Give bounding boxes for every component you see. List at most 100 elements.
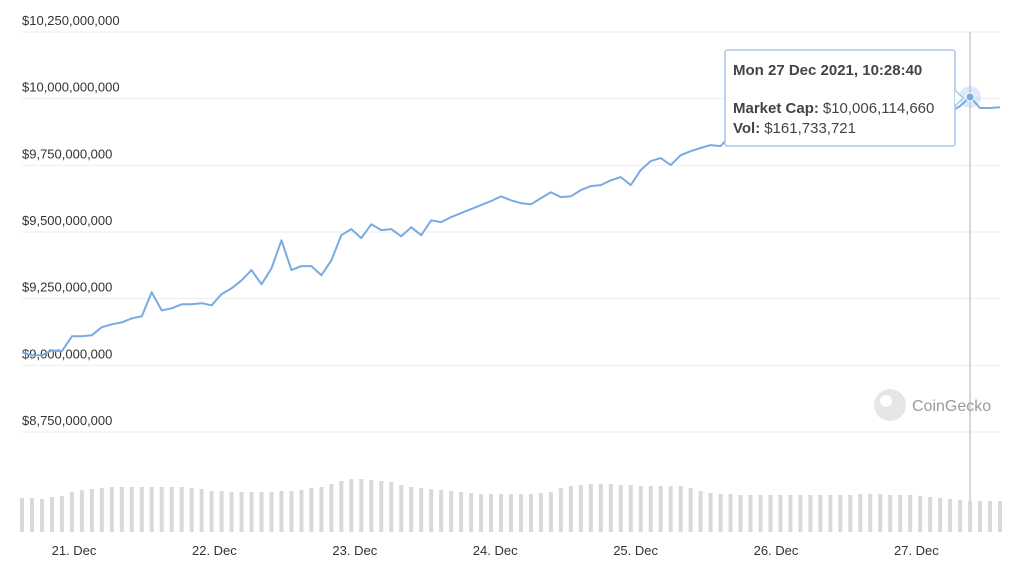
volume-bar [708, 493, 713, 532]
volume-bar [858, 494, 863, 532]
volume-bar [848, 495, 853, 532]
volume-bar [399, 485, 404, 532]
volume-bar [978, 501, 983, 532]
volume-bar [439, 490, 444, 532]
volume-bar [698, 491, 703, 532]
volume-bar [79, 490, 84, 532]
tooltip-title: Mon 27 Dec 2021, 10:28:40 [733, 62, 922, 79]
volume-bar [219, 491, 224, 532]
volume-bar [728, 494, 733, 532]
volume-bar [239, 492, 244, 532]
x-tick-label: 23. Dec [332, 543, 377, 558]
volume-bar [838, 495, 843, 532]
volume-bar [588, 484, 593, 532]
volume-bar [329, 484, 334, 532]
volume-bar [299, 490, 304, 532]
volume-bar [908, 495, 913, 532]
volume-bar [518, 494, 523, 532]
volume-bar [948, 499, 953, 532]
grid: $8,750,000,000 $9,000,000,000 $9,250,000,0… [22, 13, 1000, 558]
x-tick-label: 24. Dec [473, 543, 518, 558]
volume-bar [349, 479, 354, 532]
hover-point [965, 92, 975, 102]
tooltip-value: $10,006,114,660 [823, 100, 935, 117]
volume-bar [648, 486, 653, 532]
volume-bar [189, 488, 194, 532]
volume-bar [209, 491, 214, 532]
volume-bar [429, 489, 434, 532]
volume-bar [788, 495, 793, 532]
volume-bar [988, 501, 993, 532]
volume-bar [688, 488, 693, 532]
volume-bar [528, 494, 533, 532]
tooltip-row: Market Cap: $10,006,114,660 [733, 100, 934, 117]
volume-bar [668, 486, 673, 532]
volume-bar [309, 488, 314, 532]
volume-bar [89, 489, 94, 532]
volume-bar [59, 496, 64, 532]
volume-bar [419, 488, 424, 532]
volume-bar [449, 491, 454, 532]
volume-bar [359, 479, 364, 532]
volume-bar [928, 497, 933, 532]
volume-bar [958, 500, 963, 532]
y-tick-label: $9,250,000,000 [22, 280, 112, 295]
volume-bars [20, 479, 1002, 532]
volume-bar [489, 494, 494, 532]
volume-bar [618, 485, 623, 532]
tooltip-row: Vol: $161,733,721 [733, 120, 856, 137]
tooltip-arrow [954, 89, 965, 107]
watermark: CoinGecko [874, 389, 991, 421]
volume-bar [279, 491, 284, 532]
volume-bar [389, 482, 394, 532]
volume-bar [658, 486, 663, 532]
volume-bar [29, 498, 34, 532]
volume-bar [868, 494, 873, 532]
volume-bar [129, 487, 134, 532]
volume-bar [608, 484, 613, 532]
volume-bar [339, 481, 344, 532]
volume-bar [409, 487, 414, 532]
volume-bar [259, 492, 264, 532]
volume-bar [49, 497, 54, 532]
y-tick-label: $9,500,000,000 [22, 213, 112, 228]
volume-bar [828, 495, 833, 532]
volume-bar [319, 487, 324, 532]
volume-bar [20, 498, 24, 532]
volume-bar [249, 492, 254, 532]
volume-bar [768, 495, 773, 532]
volume-bar [499, 494, 504, 532]
x-tick-label: 27. Dec [894, 543, 939, 558]
volume-bar [818, 495, 823, 532]
volume-bar [998, 501, 1002, 532]
volume-bar [678, 486, 683, 532]
volume-bar [289, 491, 294, 532]
volume-bar [149, 487, 154, 532]
volume-bar [69, 492, 74, 532]
volume-bar [548, 492, 553, 532]
volume-bar [479, 494, 484, 532]
volume-bar [898, 495, 903, 532]
volume-bar [578, 485, 583, 532]
volume-bar [379, 481, 384, 532]
x-tick-label: 21. Dec [52, 543, 97, 558]
volume-bar [598, 484, 603, 532]
volume-bar [718, 494, 723, 532]
volume-bar [509, 494, 513, 532]
watermark-logo-eye [880, 395, 892, 407]
y-tick-label: $9,000,000,000 [22, 346, 112, 361]
volume-bar [109, 487, 114, 532]
volume-bar [758, 495, 763, 532]
volume-bar [558, 488, 563, 532]
y-tick-label: $9,750,000,000 [22, 146, 112, 161]
volume-bar [199, 489, 204, 532]
volume-bar [778, 495, 783, 532]
tooltip-label: Market Cap: [733, 100, 819, 117]
x-tick-label: 25. Dec [613, 543, 658, 558]
y-tick-label: $10,250,000,000 [22, 13, 120, 28]
tooltip-value: $161,733,721 [764, 120, 856, 137]
volume-bar [738, 495, 743, 532]
volume-bar [229, 492, 234, 532]
